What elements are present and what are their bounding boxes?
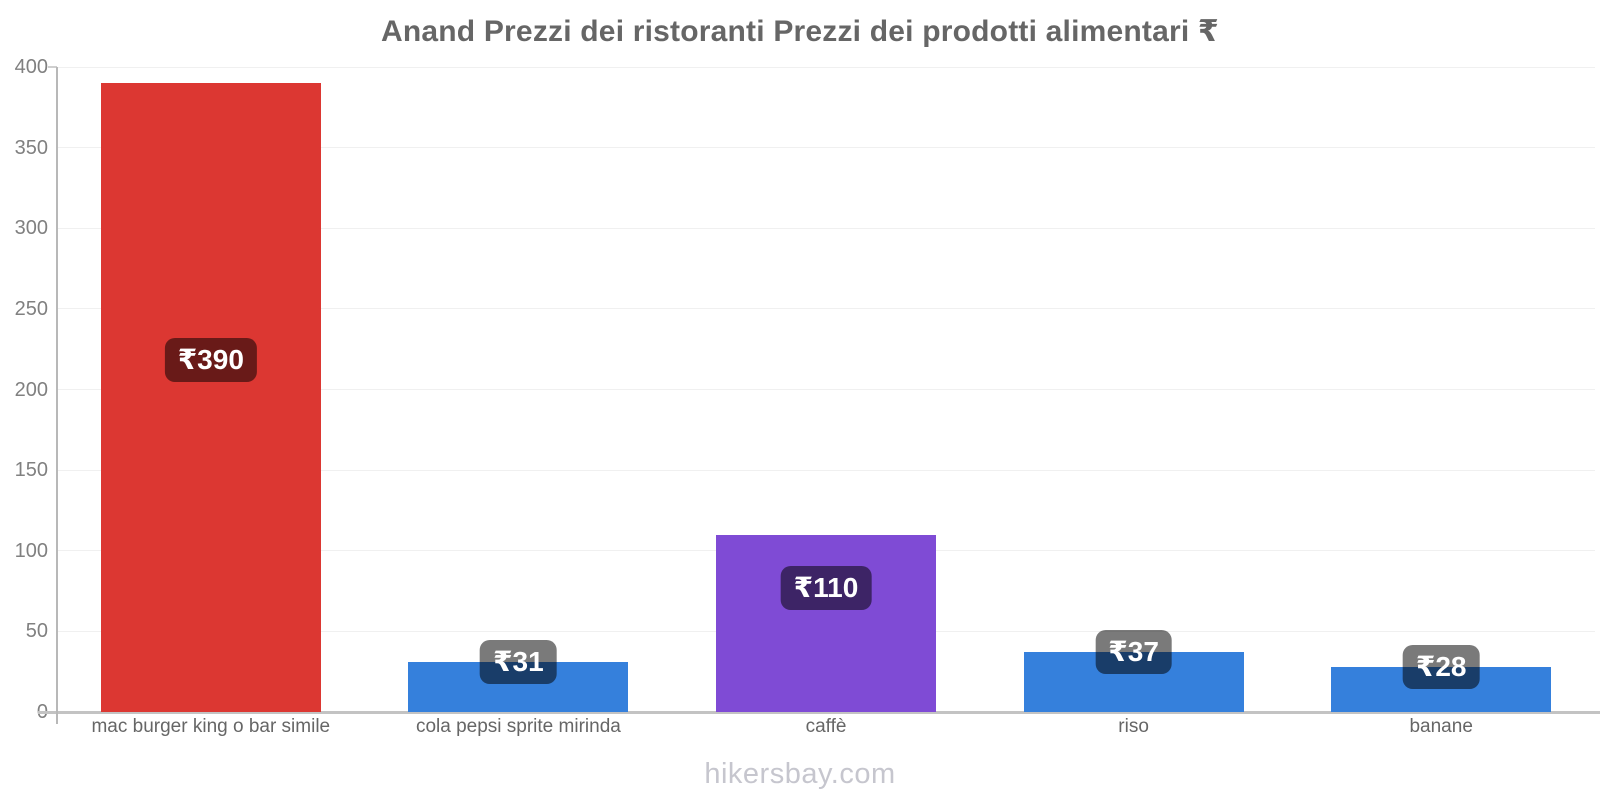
bar-mac-burger-king-o-bar-simile[interactable] <box>100 83 321 712</box>
watermark-hikersbay: hikersbay.com <box>704 758 896 790</box>
y-axis-line <box>56 67 58 712</box>
ytick-label-350: 350 <box>14 136 48 159</box>
x-axis-line <box>38 711 1600 714</box>
gridline-400 <box>57 66 1595 68</box>
xcat-label-1: cola pepsi sprite mirinda <box>415 716 621 737</box>
chart-title: Anand Prezzi dei ristoranti Prezzi dei p… <box>380 15 1219 48</box>
ytick-label-400: 400 <box>14 56 48 78</box>
value-badge-2: ₹110 <box>780 565 872 610</box>
bar-caffè[interactable] <box>716 534 936 712</box>
xcat-label-4: banane <box>1409 716 1473 737</box>
ytick-label-200: 200 <box>14 378 48 401</box>
ytick-label-300: 300 <box>14 217 48 240</box>
value-badge-0: ₹390 <box>164 337 257 382</box>
xcat-label-2: caffè <box>805 716 847 737</box>
ytick-label-150: 150 <box>14 459 48 482</box>
ytick-mark-400 <box>48 66 57 68</box>
value-badge-1: ₹31 <box>480 640 557 684</box>
gridline-350 <box>57 147 1595 149</box>
gridline-200 <box>57 389 1595 390</box>
xcat-label-3: riso <box>1118 716 1149 737</box>
xcat-label-0: mac burger king o bar simile <box>91 716 331 737</box>
ytick-label-250: 250 <box>14 297 48 320</box>
gridline-300 <box>57 227 1595 229</box>
x-axis-tick <box>56 712 58 724</box>
ytick-label-100: 100 <box>14 539 48 562</box>
ytick-label-50: 50 <box>25 620 48 643</box>
value-badge-4: ₹28 <box>1402 644 1480 689</box>
gridline-150 <box>57 469 1595 471</box>
gridline-250 <box>57 308 1595 310</box>
value-badge-3: ₹37 <box>1095 630 1172 675</box>
